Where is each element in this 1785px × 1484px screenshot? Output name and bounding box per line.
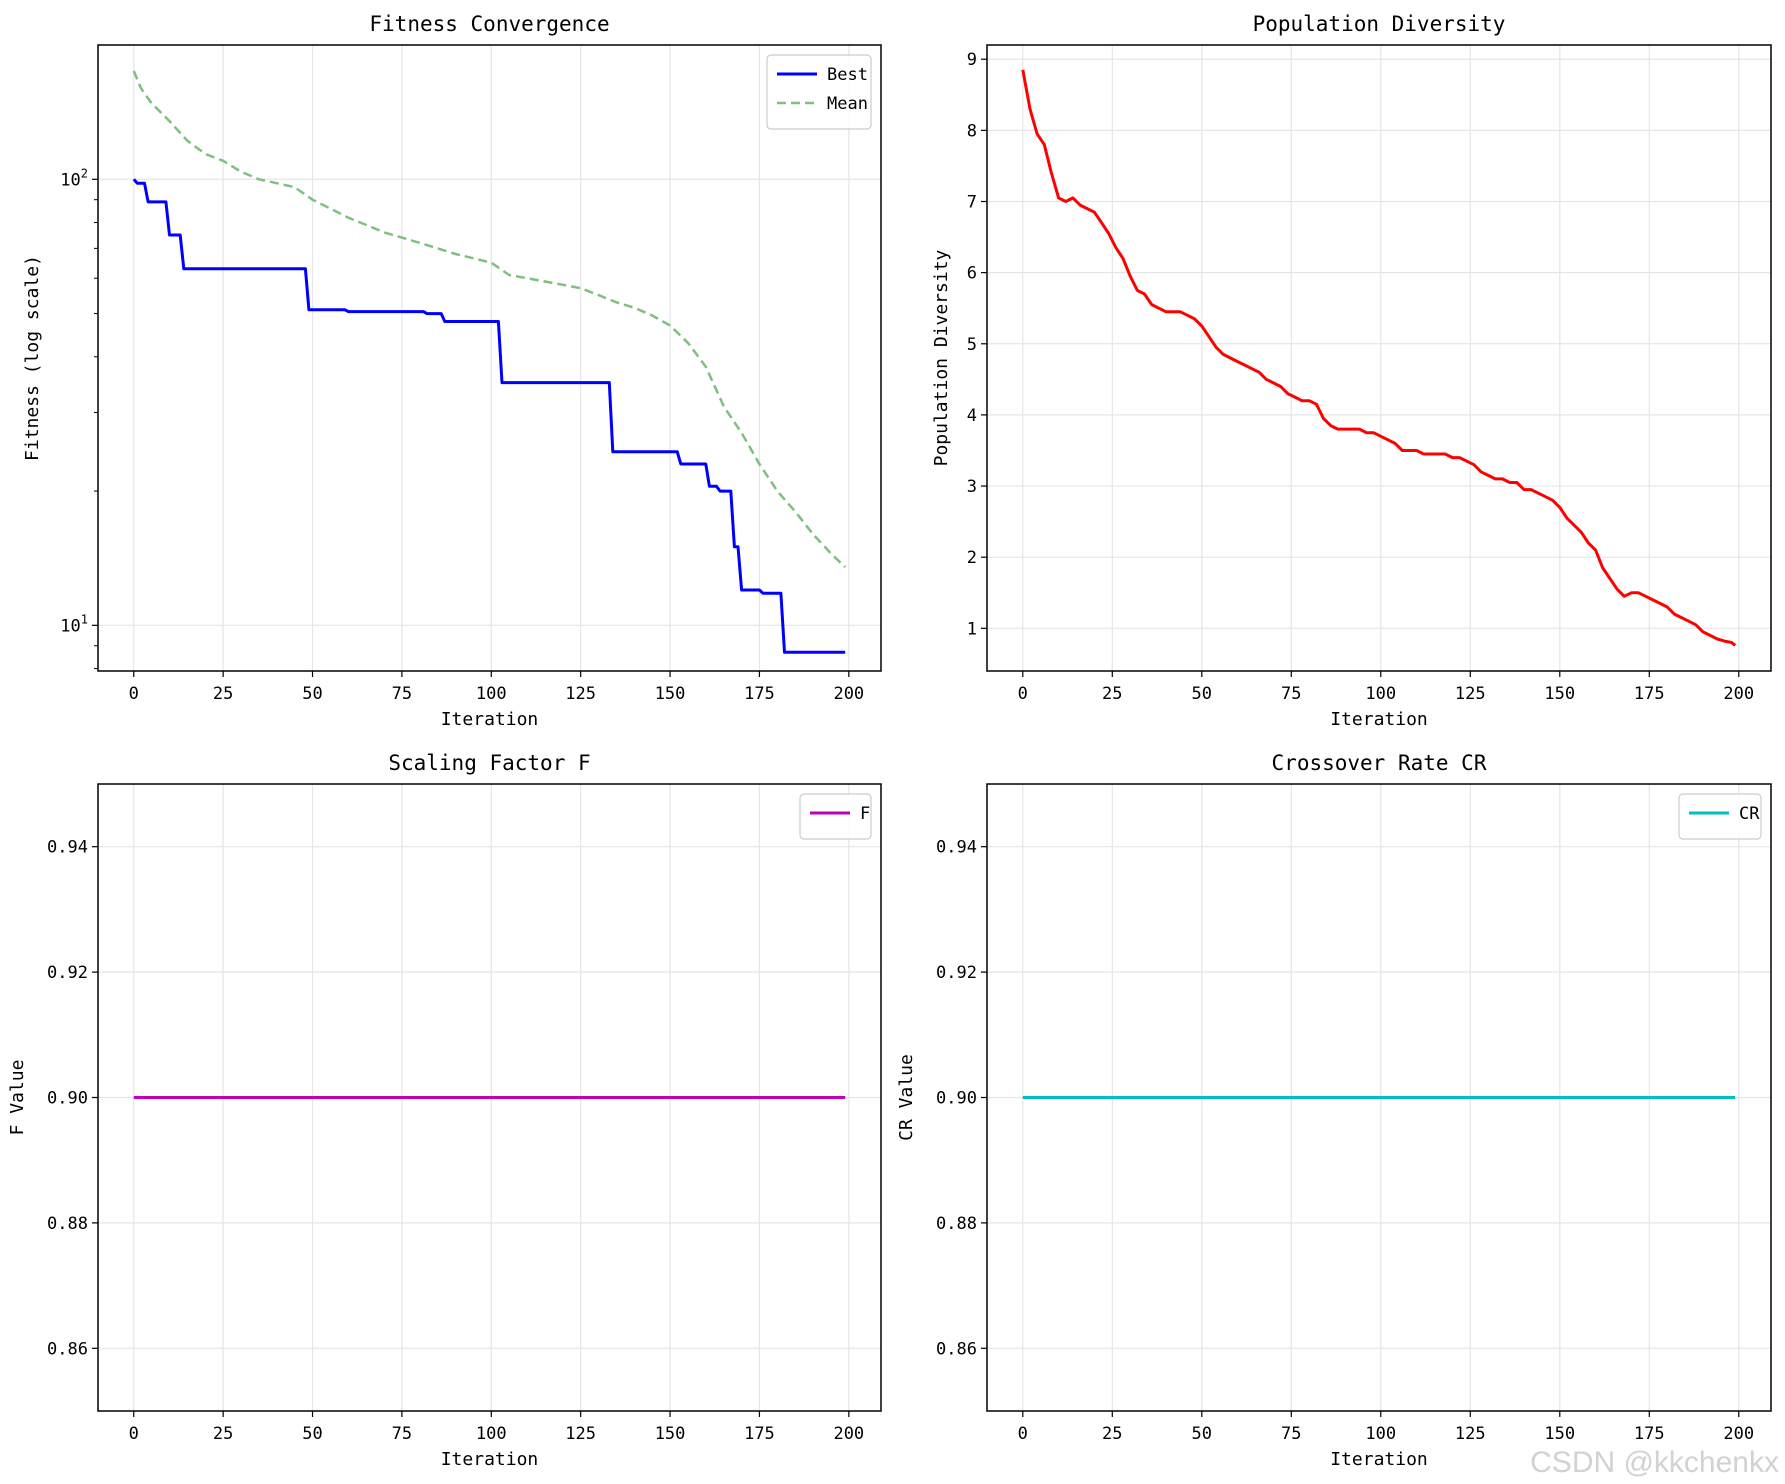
y-tick-label: 0.92 [936,963,977,983]
fitness-chart: 0 25 50 75 100 125 150 175 200 101 102 Fitness Conv… [22,12,882,730]
x-tick-label: 200 [833,684,864,704]
y-tick-label: 0.86 [47,1339,88,1359]
legend-box [799,793,872,840]
legend-label: Best [827,65,868,85]
y-tick-label: 9 [967,50,977,70]
y-tick-label: 3 [967,477,977,497]
legend-box [1678,793,1762,840]
series-line-mean [132,70,847,569]
y-axis-label: Fitness (log scale) [22,255,43,461]
x-tick-label: 175 [744,1424,775,1444]
legend-label: F [860,804,870,824]
y-axis-label: Population Diversity [931,249,952,466]
y-axis-label: CR Value [896,1054,917,1141]
y-tick-label: 0.90 [47,1089,88,1109]
x-tick-label: 150 [1544,684,1575,704]
chart-title: Fitness Convergence [369,12,609,36]
x-tick-label: 125 [1455,1424,1486,1444]
x-tick-label: 175 [1634,684,1665,704]
x-tick-label: 50 [302,684,322,704]
x-tick-label: 25 [213,1424,233,1444]
y-tick-label: 0.92 [47,963,88,983]
x-tick-label: 75 [1281,1424,1301,1444]
legend: Best Mean [766,54,872,130]
x-tick-label: 100 [476,684,507,704]
y-tick-label: 0.86 [936,1339,977,1359]
y-tick-label: 6 [967,264,977,284]
x-tick-label: 175 [744,684,775,704]
legend: F [799,793,872,840]
series-line-population-diversity [1021,69,1737,647]
x-tick-label: 75 [1281,684,1301,704]
x-axis-label: Iteration [441,1449,539,1470]
x-tick-label: 0 [1018,684,1028,704]
x-tick-label: 200 [1723,1424,1754,1444]
x-axis-label: Iteration [1330,1449,1428,1470]
x-tick-label: 100 [1365,1424,1396,1444]
plot-frame [97,44,882,672]
scaling-chart: 0 25 50 75 100 125 150 175 200 0.86 0.88 0.90 0.92 0.… [7,751,882,1470]
y-tick-label: 4 [967,406,977,426]
x-tick-label: 175 [1634,1424,1665,1444]
x-tick-label: 25 [1102,1424,1122,1444]
x-tick-label: 100 [1365,684,1396,704]
y-tick-label: 5 [967,335,977,355]
x-tick-label: 0 [1018,1424,1028,1444]
y-tick-label: 0.88 [936,1214,977,1234]
x-axis-label: Iteration [1330,709,1428,730]
legend: CR [1678,793,1762,840]
x-tick-label: 125 [565,1424,596,1444]
x-tick-label: 0 [129,684,139,704]
x-tick-label: 0 [129,1424,139,1444]
y-tick-label: 101 [60,612,88,636]
x-tick-label: 75 [392,684,412,704]
chart-title: Scaling Factor F [388,751,590,775]
y-tick-label: 7 [967,193,977,213]
x-tick-label: 150 [655,684,686,704]
x-axis-label: Iteration [441,709,539,730]
x-tick-label: 150 [655,1424,686,1444]
x-tick-label: 200 [1723,684,1754,704]
crossover-chart: 0 25 50 75 100 125 150 175 200 0.86 0.88 0.90 0.92 0.… [896,751,1772,1470]
x-tick-label: 25 [213,684,233,704]
y-tick-label: 2 [967,548,977,568]
watermark: CSDN @kkchenkx [1530,1446,1779,1479]
chart-title: Crossover Rate CR [1272,751,1487,775]
diversity-chart: 0 25 50 75 100 125 150 175 200 1 2 3 4 5 6 7 8 9 Populatio… [931,12,1772,730]
y-tick-label: 102 [60,166,88,190]
chart-title: Population Diversity [1253,12,1506,36]
y-tick-label: 0.90 [936,1089,977,1109]
legend-label: CR [1739,804,1760,824]
y-tick-label: 8 [967,121,977,141]
x-tick-label: 125 [565,684,596,704]
x-tick-label: 75 [392,1424,412,1444]
y-axis-label: F Value [7,1060,28,1136]
x-tick-label: 100 [476,1424,507,1444]
x-tick-label: 25 [1102,684,1122,704]
x-tick-label: 125 [1455,684,1486,704]
plot-frame [986,44,1772,672]
y-tick-label: 0.88 [47,1214,88,1234]
x-tick-label: 150 [1544,1424,1575,1444]
y-tick-label: 0.94 [936,838,977,858]
series-line-best [132,178,846,654]
x-tick-label: 50 [302,1424,322,1444]
y-tick-label: 0.94 [47,838,88,858]
x-tick-label: 200 [833,1424,864,1444]
legend-label: Mean [827,94,868,114]
x-tick-label: 50 [1192,684,1212,704]
y-tick-label: 1 [967,619,977,639]
x-tick-label: 50 [1192,1424,1212,1444]
